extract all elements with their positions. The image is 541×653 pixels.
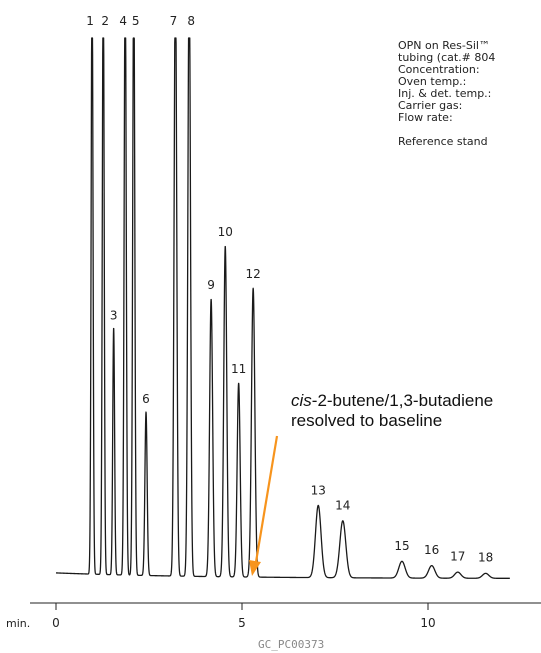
annotation-arrow-head bbox=[249, 560, 261, 576]
peak-label: 11 bbox=[231, 362, 246, 376]
peak-label: 12 bbox=[246, 267, 261, 281]
info-line: Flow rate: bbox=[398, 111, 453, 124]
peak-label: 14 bbox=[335, 499, 350, 513]
annotation-emphasis: cis bbox=[291, 391, 312, 410]
info-line: Inj. & det. temp.: bbox=[398, 87, 492, 100]
peak-label: 16 bbox=[424, 543, 439, 557]
peak-label: 10 bbox=[218, 225, 233, 239]
resolution-annotation: cis-2-butene/1,3-butadiene resolved to b… bbox=[291, 391, 493, 431]
method-info: OPN on Res-Sil™ tubing (cat.# 804 Concen… bbox=[398, 40, 541, 148]
peak-label: 2 bbox=[101, 14, 109, 28]
info-line: Concentration: bbox=[398, 63, 480, 76]
peak-label: 8 bbox=[187, 14, 195, 28]
peak-label: 18 bbox=[478, 551, 493, 565]
annotation-line-1-rest: -2-butene/1,3-butadiene bbox=[311, 391, 494, 410]
info-line: Carrier gas: bbox=[398, 99, 463, 112]
annotation-line-1: cis-2-butene/1,3-butadiene bbox=[291, 391, 493, 411]
x-tick-label: 0 bbox=[52, 616, 60, 630]
annotation-line-2: resolved to baseline bbox=[291, 411, 443, 430]
info-line: tubing (cat.# 804 bbox=[398, 51, 496, 64]
x-axis-unit-label: min. bbox=[6, 617, 30, 630]
x-tick-label: 10 bbox=[420, 616, 435, 630]
chromatogram-trace bbox=[55, 37, 511, 579]
peak-label: 15 bbox=[394, 539, 409, 553]
peak-label: 7 bbox=[170, 14, 178, 28]
annotation-arrow-line bbox=[254, 435, 279, 563]
peak-label: 6 bbox=[142, 392, 150, 406]
peak-label: 3 bbox=[110, 309, 118, 323]
peak-label: 5 bbox=[132, 14, 140, 28]
time-axis: 0 5 10 min. bbox=[6, 602, 541, 630]
annotation-arrow bbox=[249, 435, 279, 576]
info-line: Oven temp.: bbox=[398, 75, 467, 88]
figure-code: GC_PC00373 bbox=[258, 638, 325, 651]
peak-label: 1 bbox=[86, 14, 94, 28]
reference-line: Reference stand bbox=[398, 135, 488, 148]
peak-label: 13 bbox=[311, 483, 326, 497]
peak-label: 17 bbox=[450, 550, 465, 564]
peak-label: 9 bbox=[207, 278, 215, 292]
x-tick-label: 5 bbox=[238, 616, 246, 630]
info-line: OPN on Res-Sil™ bbox=[398, 40, 490, 52]
peak-label: 4 bbox=[119, 14, 127, 28]
